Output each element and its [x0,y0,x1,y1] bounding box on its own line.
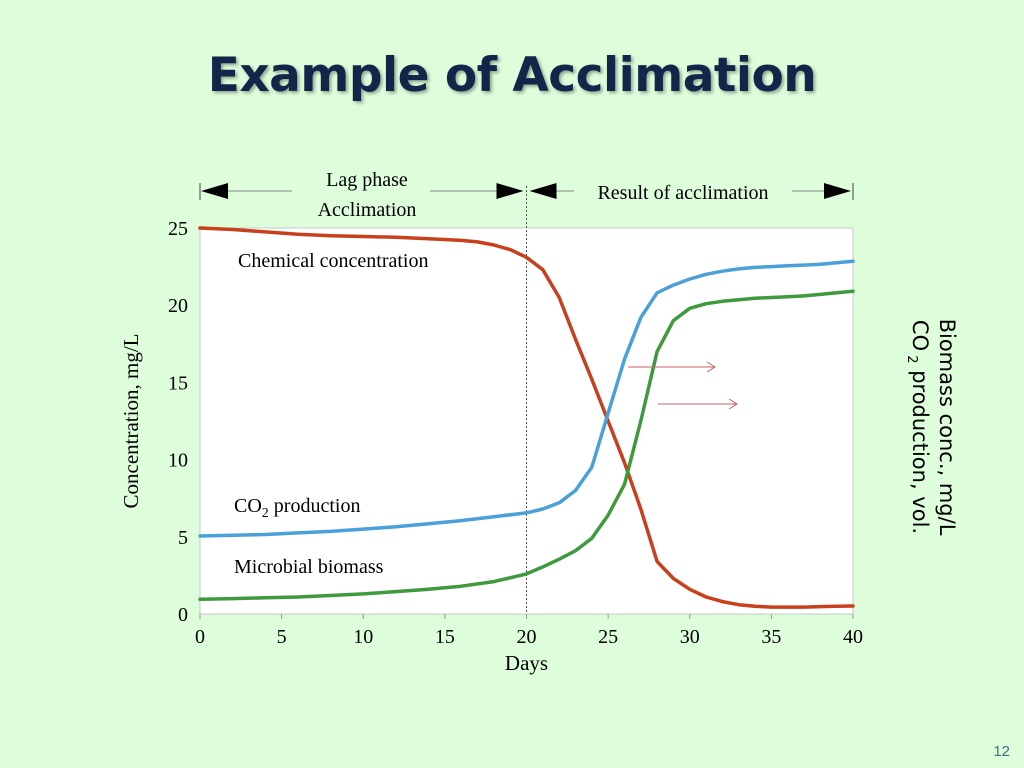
chemical-series-line [198,226,855,609]
y-tick-label: 10 [168,450,188,472]
acclimation-chart: Lag phase Acclimation Result of acclimatio… [119,169,959,675]
co2-series-line [198,259,855,538]
x-tick-label: 40 [843,626,863,648]
x-tick-label: 0 [195,626,205,648]
x-tick-label: 5 [277,626,287,648]
y-tick-label: 5 [178,527,188,549]
series-lines [198,226,855,609]
x-axis-title: Days [505,651,548,675]
biomass-series-line [198,289,855,602]
y-tick-label: 0 [178,604,188,626]
y-axis-title: Concentration, mg/L [119,334,143,509]
co2-pointer-arrow-icon [628,361,716,373]
acclimation-label: Acclimation [318,199,417,221]
y-tick-label: 25 [168,218,188,240]
x-tick-label: 10 [353,626,373,648]
microbial-biomass-label: Microbial biomass [234,556,384,578]
x-tick-label: 25 [598,626,618,648]
y2-axis-title-line2: CO 2 production, vol. [904,320,932,534]
arrow-head [728,398,738,410]
phase-markers: Lag phase Acclimation Result of acclimatio… [199,169,854,614]
arrow-head [706,361,716,373]
x-tick-label: 30 [680,626,700,648]
x-tick-label: 35 [761,626,781,648]
slide-title: Example of Acclimation [207,48,817,103]
y-tick-label: 15 [168,372,188,394]
lag-arrow-right-icon [496,183,524,199]
result-arrow-left-icon [529,183,557,199]
biomass-pointer-arrow-icon [658,398,738,410]
result-arrow-right-icon [824,183,851,199]
y-tick-label: 20 [168,295,188,317]
co2-production-label: CO2 production [234,495,360,521]
page-number: 12 [993,743,1010,760]
plot-area [199,227,854,615]
chemical-concentration-label: Chemical concentration [238,250,428,272]
lag-phase-label: Lag phase [326,169,408,191]
x-tick-label: 20 [517,626,537,648]
annotations: Chemical concentration CO2 production Micr… [234,250,738,578]
lag-arrow-left-icon [201,183,228,199]
axes: 0 5 10 15 20 25 30 35 40 0 5 10 15 20 25 Days Concentrat… [119,218,959,675]
x-tick-label: 15 [435,626,455,648]
y2-axis-title: Biomass conc., mg/LCO 2 production, vol. [904,319,959,536]
result-of-acclimation-label: Result of acclimation [597,182,768,204]
y2-axis-title-line1: Biomass conc., mg/L [935,319,959,536]
